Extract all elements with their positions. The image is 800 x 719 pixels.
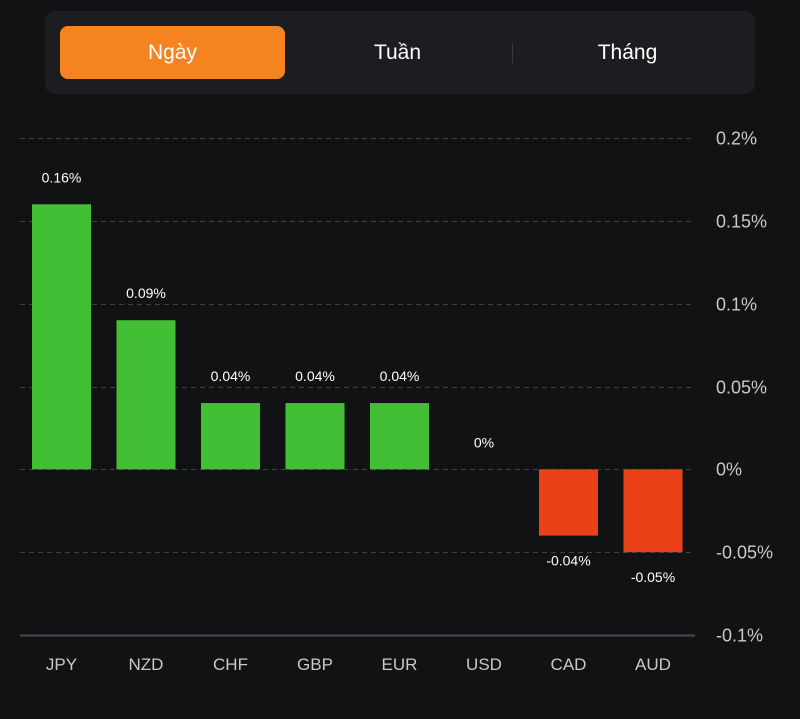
x-tick-label-usd: USD (466, 655, 502, 674)
tab-month[interactable]: Tháng (597, 40, 658, 64)
gridlines (20, 138, 695, 637)
x-tick-label-chf: CHF (213, 655, 248, 674)
data-label-usd: 0% (474, 434, 494, 450)
x-axis: JPY NZD CHF GBP EUR USD CAD AUD (46, 655, 671, 674)
bar-nzd[interactable] (116, 320, 176, 470)
y-tick-label: -0.05% (716, 543, 773, 563)
x-tick-label-eur: EUR (382, 655, 418, 674)
bar-cad[interactable] (539, 469, 598, 536)
data-labels: 0.16% 0.09% 0.04% 0.04% 0.04% 0% -0.04% -0.05% (42, 169, 676, 585)
data-label-aud: -0.05% (631, 569, 675, 585)
data-label-chf: 0.04% (211, 368, 251, 384)
y-tick-label: 0.2% (716, 129, 757, 149)
bar-chf[interactable] (201, 403, 260, 470)
bar-gbp[interactable] (285, 403, 345, 470)
bar-jpy[interactable] (32, 204, 91, 470)
y-axis: 0.2% 0.15% 0.1% 0.05% 0% -0.05% -0.1% (716, 129, 773, 646)
data-label-cad: -0.04% (546, 553, 590, 569)
tab-divider (512, 43, 513, 63)
bar-eur[interactable] (370, 403, 429, 470)
y-tick-label: 0% (716, 460, 742, 480)
y-tick-label: -0.1% (716, 626, 763, 646)
x-tick-label-cad: CAD (551, 655, 587, 674)
x-tick-label-gbp: GBP (297, 655, 333, 674)
data-label-nzd: 0.09% (126, 285, 166, 301)
y-tick-label: 0.1% (716, 295, 757, 315)
data-label-jpy: 0.16% (42, 169, 82, 185)
bars (32, 204, 683, 553)
x-tick-label-jpy: JPY (46, 655, 77, 674)
tab-week[interactable]: Tuần (373, 40, 422, 64)
x-tick-label-aud: AUD (635, 655, 671, 674)
data-label-gbp: 0.04% (295, 368, 335, 384)
period-segmented-control: Ngày Tuần Tháng (45, 11, 755, 94)
bar-aud[interactable] (623, 469, 683, 553)
x-tick-label-nzd: NZD (129, 655, 164, 674)
data-label-eur: 0.04% (380, 368, 420, 384)
y-tick-label: 0.05% (716, 378, 767, 398)
y-tick-label: 0.15% (716, 212, 767, 232)
tab-day[interactable]: Ngày (60, 26, 285, 79)
